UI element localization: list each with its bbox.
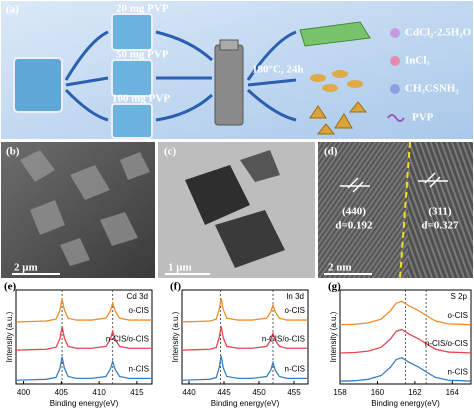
x-tick-label: 455 bbox=[287, 388, 301, 397]
scheme bbox=[1, 1, 473, 139]
spectrum-line bbox=[15, 326, 152, 351]
panel-label: (e) bbox=[4, 281, 17, 293]
x-axis-label: Binding energy(eV) bbox=[50, 399, 119, 408]
x-tick-label: 158 bbox=[333, 388, 347, 397]
amount: 100 mg PVP bbox=[112, 93, 170, 105]
plane: (440) bbox=[342, 206, 366, 218]
chart-title: Cd 3d bbox=[127, 292, 148, 301]
amount: 20 mg PVP bbox=[116, 3, 169, 15]
legend-item: PVP bbox=[412, 112, 434, 124]
condition: 180°C, 24h bbox=[252, 64, 303, 76]
x-axis-label: Binding energy(eV) bbox=[371, 399, 440, 408]
tem-image bbox=[158, 142, 315, 278]
x-tick-label: 410 bbox=[92, 388, 106, 397]
x-axis-label: Binding energy(eV) bbox=[211, 399, 280, 408]
charts: 400 405 410 415 o-CIS n-CIS/o-CIS n-CIS (e) Cd 3… bbox=[4, 281, 472, 408]
y-axis-label: Intensity (a.u.) bbox=[329, 311, 338, 362]
y-axis-label: Intensity (a.u.) bbox=[171, 311, 180, 362]
sem-image bbox=[1, 142, 155, 278]
series-label: n-CIS/o-CIS bbox=[425, 339, 468, 348]
spectrum-line bbox=[339, 356, 472, 382]
series-label: n-CIS bbox=[285, 364, 305, 373]
series-label: o-CIS bbox=[448, 311, 468, 320]
panel-label: (f) bbox=[170, 281, 181, 293]
x-tick-label: 162 bbox=[408, 388, 422, 397]
scale-label: 1 μm bbox=[168, 262, 192, 274]
series-label: n-CIS/o-CIS bbox=[262, 334, 305, 343]
d-spacing: d=0.192 bbox=[335, 220, 373, 232]
x-tick-label: 164 bbox=[446, 388, 460, 397]
plot-frame bbox=[181, 289, 309, 385]
spectrum-line bbox=[181, 298, 308, 323]
d-spacing: d=0.327 bbox=[421, 220, 459, 232]
plane: (311) bbox=[428, 206, 452, 218]
series-label: n-CIS bbox=[129, 364, 149, 373]
x-tick-label: 160 bbox=[371, 388, 385, 397]
panel-label: (g) bbox=[328, 281, 341, 293]
x-tick-label: 400 bbox=[17, 388, 31, 397]
amount: 50 mg PVP bbox=[116, 49, 169, 61]
chart-title: S 2p bbox=[451, 292, 468, 301]
panel-label: (c) bbox=[164, 146, 177, 158]
legend-item: CH₃CSNH₂ bbox=[405, 83, 459, 95]
panel-label: (b) bbox=[6, 146, 20, 158]
y-axis-label: Intensity (a.u.) bbox=[5, 311, 14, 362]
plot-frame bbox=[15, 289, 153, 385]
x-tick-label: 450 bbox=[252, 388, 266, 397]
panel-label: (d) bbox=[324, 146, 338, 158]
spectrum-line bbox=[15, 299, 152, 323]
spectrum-line bbox=[181, 326, 308, 351]
series-label: o-CIS bbox=[285, 306, 305, 315]
series-label: n-CIS bbox=[448, 367, 468, 376]
spectrum-line bbox=[181, 355, 308, 381]
panel-label: (a) bbox=[6, 4, 19, 16]
chart-title: In 3d bbox=[286, 292, 304, 301]
hrtem-image bbox=[318, 141, 473, 279]
spectrum-line bbox=[339, 300, 472, 326]
x-tick-label: 440 bbox=[182, 388, 196, 397]
spectrum-line bbox=[15, 356, 152, 381]
series-label: n-CIS/o-CIS bbox=[106, 334, 149, 343]
x-tick-label: 405 bbox=[55, 388, 69, 397]
x-tick-label: 445 bbox=[217, 388, 231, 397]
x-tick-label: 415 bbox=[130, 388, 144, 397]
scale-label: 2 nm bbox=[328, 262, 352, 274]
scale-label: 2 μm bbox=[14, 262, 38, 274]
legend-item: InCl₃ bbox=[405, 55, 430, 67]
series-label: o-CIS bbox=[129, 306, 149, 315]
spectrum-line bbox=[339, 328, 472, 354]
legend-item: CdCl₂·2.5H₂O bbox=[405, 27, 472, 39]
